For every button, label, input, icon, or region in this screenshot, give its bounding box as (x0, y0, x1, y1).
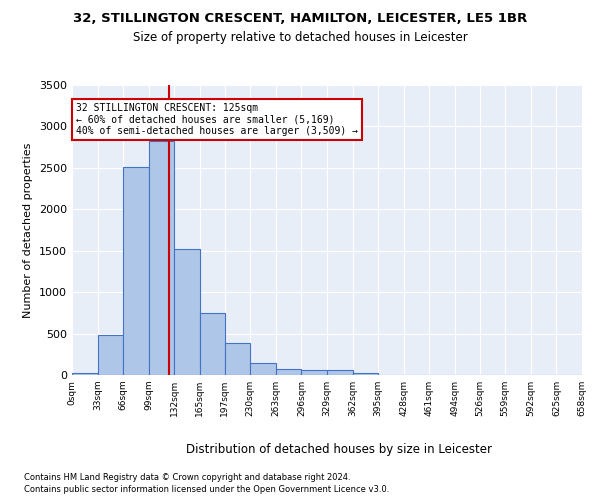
Bar (175, 249, 200, 375)
Bar (123, 167, 149, 375)
Text: Contains HM Land Registry data © Crown copyright and database right 2024.: Contains HM Land Registry data © Crown c… (24, 472, 350, 482)
Text: Contains public sector information licensed under the Open Government Licence v3: Contains public sector information licen… (24, 485, 389, 494)
Bar (276, 369, 301, 375)
Bar (98, 335, 123, 375)
Text: 32 STILLINGTON CRESCENT: 125sqm
← 60% of detached houses are smaller (5,169)
40%: 32 STILLINGTON CRESCENT: 125sqm ← 60% of… (76, 103, 358, 136)
Bar (72, 373, 98, 375)
Bar (224, 342, 250, 375)
Text: 32, STILLINGTON CRESCENT, HAMILTON, LEICESTER, LE5 1BR: 32, STILLINGTON CRESCENT, HAMILTON, LEIC… (73, 12, 527, 26)
Y-axis label: Number of detached properties: Number of detached properties (23, 142, 34, 318)
Bar (250, 363, 276, 375)
Bar (200, 313, 224, 375)
Bar (301, 370, 327, 375)
Bar (353, 372, 378, 375)
Text: Distribution of detached houses by size in Leicester: Distribution of detached houses by size … (186, 442, 492, 456)
Bar (149, 142, 175, 375)
Text: Size of property relative to detached houses in Leicester: Size of property relative to detached ho… (133, 31, 467, 44)
Bar (327, 370, 353, 375)
